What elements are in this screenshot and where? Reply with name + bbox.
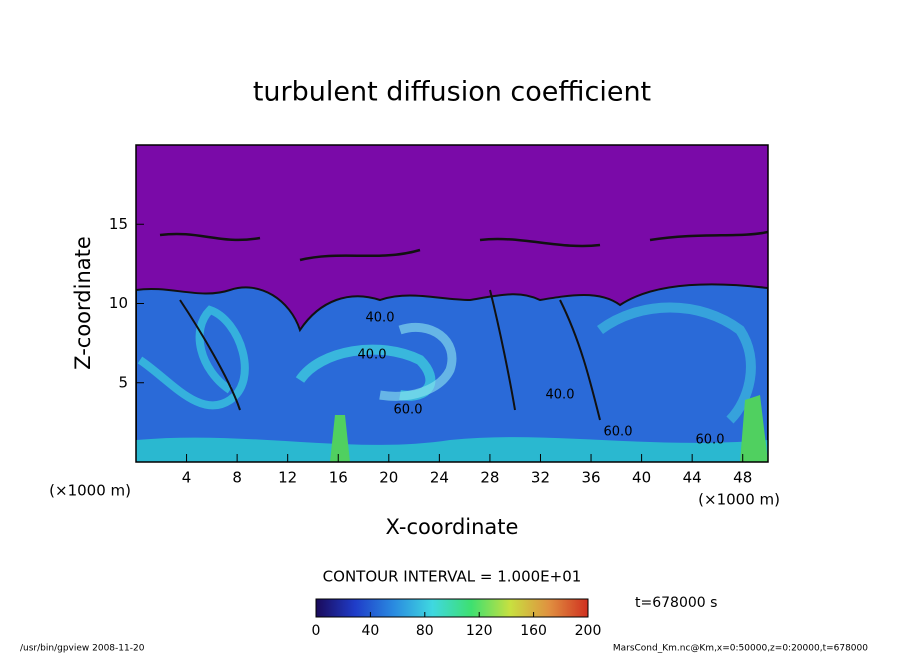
x-tick-label: 48 (733, 469, 752, 487)
colorbar-tick-label: 80 (416, 623, 434, 639)
contour-label: 40.0 (358, 348, 387, 363)
footer: MarsCond_Km.nc@Km,x=0:50000,z=0:20000,t=… (613, 644, 868, 654)
x-tick-label: 16 (329, 469, 348, 487)
footer: /usr/bin/gpview 2008-11-20 (20, 644, 145, 654)
y-tick-label: 10 (109, 294, 128, 312)
colorbar-tick-label: 200 (575, 623, 602, 639)
contour-interval: CONTOUR INTERVAL = 1.000E+01 (323, 568, 582, 586)
x-tick-label: 24 (430, 469, 449, 487)
x-tick-label: 12 (278, 469, 297, 487)
contour-field (136, 145, 768, 462)
contour-label: 40.0 (546, 388, 575, 403)
colorbar-tick-label: 40 (361, 623, 379, 639)
x-tick-label: 8 (232, 469, 242, 487)
x-tick-label: 20 (379, 469, 398, 487)
colorbar-tick-label: 0 (312, 623, 321, 639)
colorbar-tick-label: 160 (520, 623, 547, 639)
chart-title: turbulent diffusion coefficient (253, 77, 651, 108)
y-tick-label: 15 (109, 215, 128, 233)
x-tick-label: 44 (683, 469, 702, 487)
colorbar (315, 598, 589, 618)
x-axis-label: X-coordinate (386, 515, 519, 539)
time-label: t=678000 s (635, 595, 717, 611)
x-tick-label: 28 (480, 469, 499, 487)
contour-label: 40.0 (366, 311, 395, 326)
y-axis-label: Z-coordinate (71, 236, 95, 370)
contour-label: 60.0 (394, 403, 423, 418)
x-tick-label: 36 (581, 469, 600, 487)
y-tick-label: 5 (118, 373, 128, 391)
contour-label: 60.0 (696, 433, 725, 448)
x-unit: (×1000 m) (49, 482, 131, 500)
x-tick-label: 4 (182, 469, 192, 487)
x-tick-label: 32 (531, 469, 550, 487)
contour-label: 60.0 (604, 425, 633, 440)
x-unit: (×1000 m) (698, 491, 780, 509)
colorbar-tick-label: 120 (466, 623, 493, 639)
x-tick-label: 40 (632, 469, 651, 487)
